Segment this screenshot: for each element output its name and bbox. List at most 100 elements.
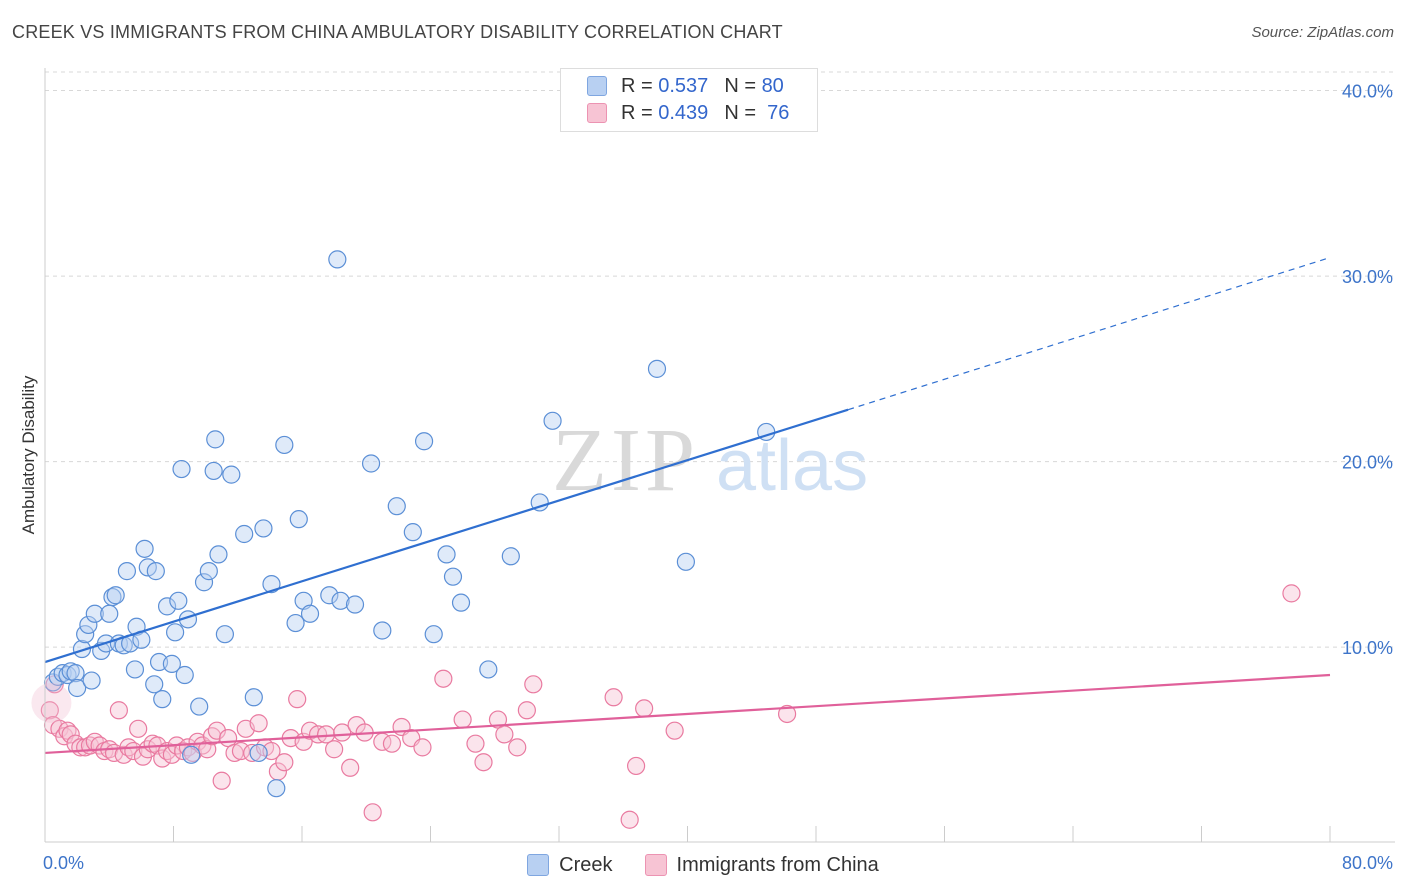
legend-n-label: N = (724, 74, 756, 97)
creek-point (199, 562, 218, 581)
creek-point (100, 604, 119, 623)
legend-item-china[interactable]: Immigrants from China (644, 853, 879, 877)
creek-point (206, 430, 225, 449)
china-point (1282, 584, 1301, 603)
china-point (413, 738, 432, 757)
china-point (40, 701, 59, 720)
creek-point (373, 621, 392, 640)
creek-point (68, 678, 87, 698)
creek-point (85, 604, 104, 623)
china-point (665, 721, 684, 740)
creek-point (169, 591, 188, 610)
creek-point (66, 664, 85, 683)
creek-point (209, 545, 228, 564)
creek-point (194, 573, 214, 592)
china-point (604, 688, 623, 707)
grid-layer (45, 71, 1395, 648)
creek-point (289, 510, 308, 529)
points-layer (31, 250, 1301, 829)
creek-point (530, 493, 549, 512)
china-point (325, 740, 344, 759)
china-point (288, 690, 307, 709)
creek-point (182, 745, 201, 764)
legend-china-label: Immigrants from China (676, 853, 879, 876)
creek-swatch-icon (527, 854, 550, 876)
axis-layer: 10.0% 20.0% 30.0% 40.0% 0.0% 80.0% (43, 68, 1395, 873)
china-point (382, 734, 402, 753)
creek-point (106, 586, 125, 605)
legend-row-china: R = 0.439 N = 76 (587, 101, 789, 125)
creek-point (175, 665, 194, 685)
china-point (434, 669, 453, 688)
creek-point (414, 432, 434, 451)
watermark-zip: ZIP (552, 411, 699, 510)
creek-point (262, 574, 281, 594)
china-swatch-icon (644, 854, 667, 876)
china-swatch-icon (587, 103, 607, 123)
legend-china-n: 76 (767, 101, 790, 124)
y-tick-label: 20.0% (1342, 453, 1393, 473)
creek-point (82, 671, 101, 690)
creek-point (235, 524, 254, 544)
creek-point (72, 639, 92, 659)
china-point (207, 721, 226, 740)
creek-point (451, 593, 471, 612)
x-tick-label: 80.0% (1342, 853, 1393, 873)
china-point (363, 803, 382, 822)
y-tick-label: 10.0% (1342, 638, 1393, 658)
creek-point (286, 613, 305, 633)
creek-point (146, 562, 165, 581)
creek-point (403, 523, 422, 542)
creek-point (361, 454, 381, 473)
creek-point (328, 250, 347, 269)
legend-r-label: R = (621, 74, 653, 97)
china-point (225, 743, 244, 763)
creek-point (135, 539, 154, 558)
legend-row-creek: R = 0.537 N = 80 (587, 74, 784, 98)
creek-point (443, 567, 463, 586)
china-point (231, 741, 251, 761)
y-tick-label: 30.0% (1342, 267, 1393, 287)
legend-item-creek[interactable]: Creek (527, 853, 613, 877)
creek-point (387, 497, 406, 516)
china-point (508, 738, 527, 757)
source-label: Source: ZipAtlas.com (1251, 24, 1394, 41)
legend-china-r: 0.439 (658, 101, 709, 124)
china-point (453, 710, 472, 729)
creek-point (222, 465, 241, 484)
china-point-cluster (31, 682, 72, 723)
china-point (275, 753, 294, 772)
creek-trend-line (44, 408, 849, 664)
creek-point (125, 660, 145, 679)
chart-title: CREEK VS IMMIGRANTS FROM CHINA AMBULATOR… (12, 22, 783, 42)
china-point (777, 704, 797, 724)
china-point (626, 756, 646, 776)
creek-point (254, 519, 273, 538)
y-tick-label: 40.0% (1342, 82, 1393, 102)
china-point (249, 714, 268, 733)
creek-point (162, 654, 181, 673)
china-point (517, 701, 536, 720)
creek-point (190, 697, 209, 716)
creek-point (275, 435, 294, 455)
legend-creek-r: 0.537 (658, 74, 709, 97)
creek-point (79, 615, 98, 635)
china-point (129, 719, 148, 738)
creek-point (676, 552, 695, 571)
china-point (316, 725, 336, 744)
creek-point (215, 625, 234, 644)
china-point (109, 701, 128, 720)
creek-point (647, 359, 667, 378)
legend-creek-n: 80 (761, 74, 784, 97)
china-point (620, 810, 639, 829)
legend-creek-label: Creek (559, 853, 613, 876)
china-point (524, 675, 543, 694)
china-trend-line (44, 673, 1331, 755)
x-tick-label: 0.0% (43, 853, 84, 873)
china-point (341, 758, 360, 777)
creek-point (103, 587, 122, 607)
creek-point (204, 461, 223, 481)
creek-point (244, 688, 263, 707)
creek-point (249, 743, 268, 763)
